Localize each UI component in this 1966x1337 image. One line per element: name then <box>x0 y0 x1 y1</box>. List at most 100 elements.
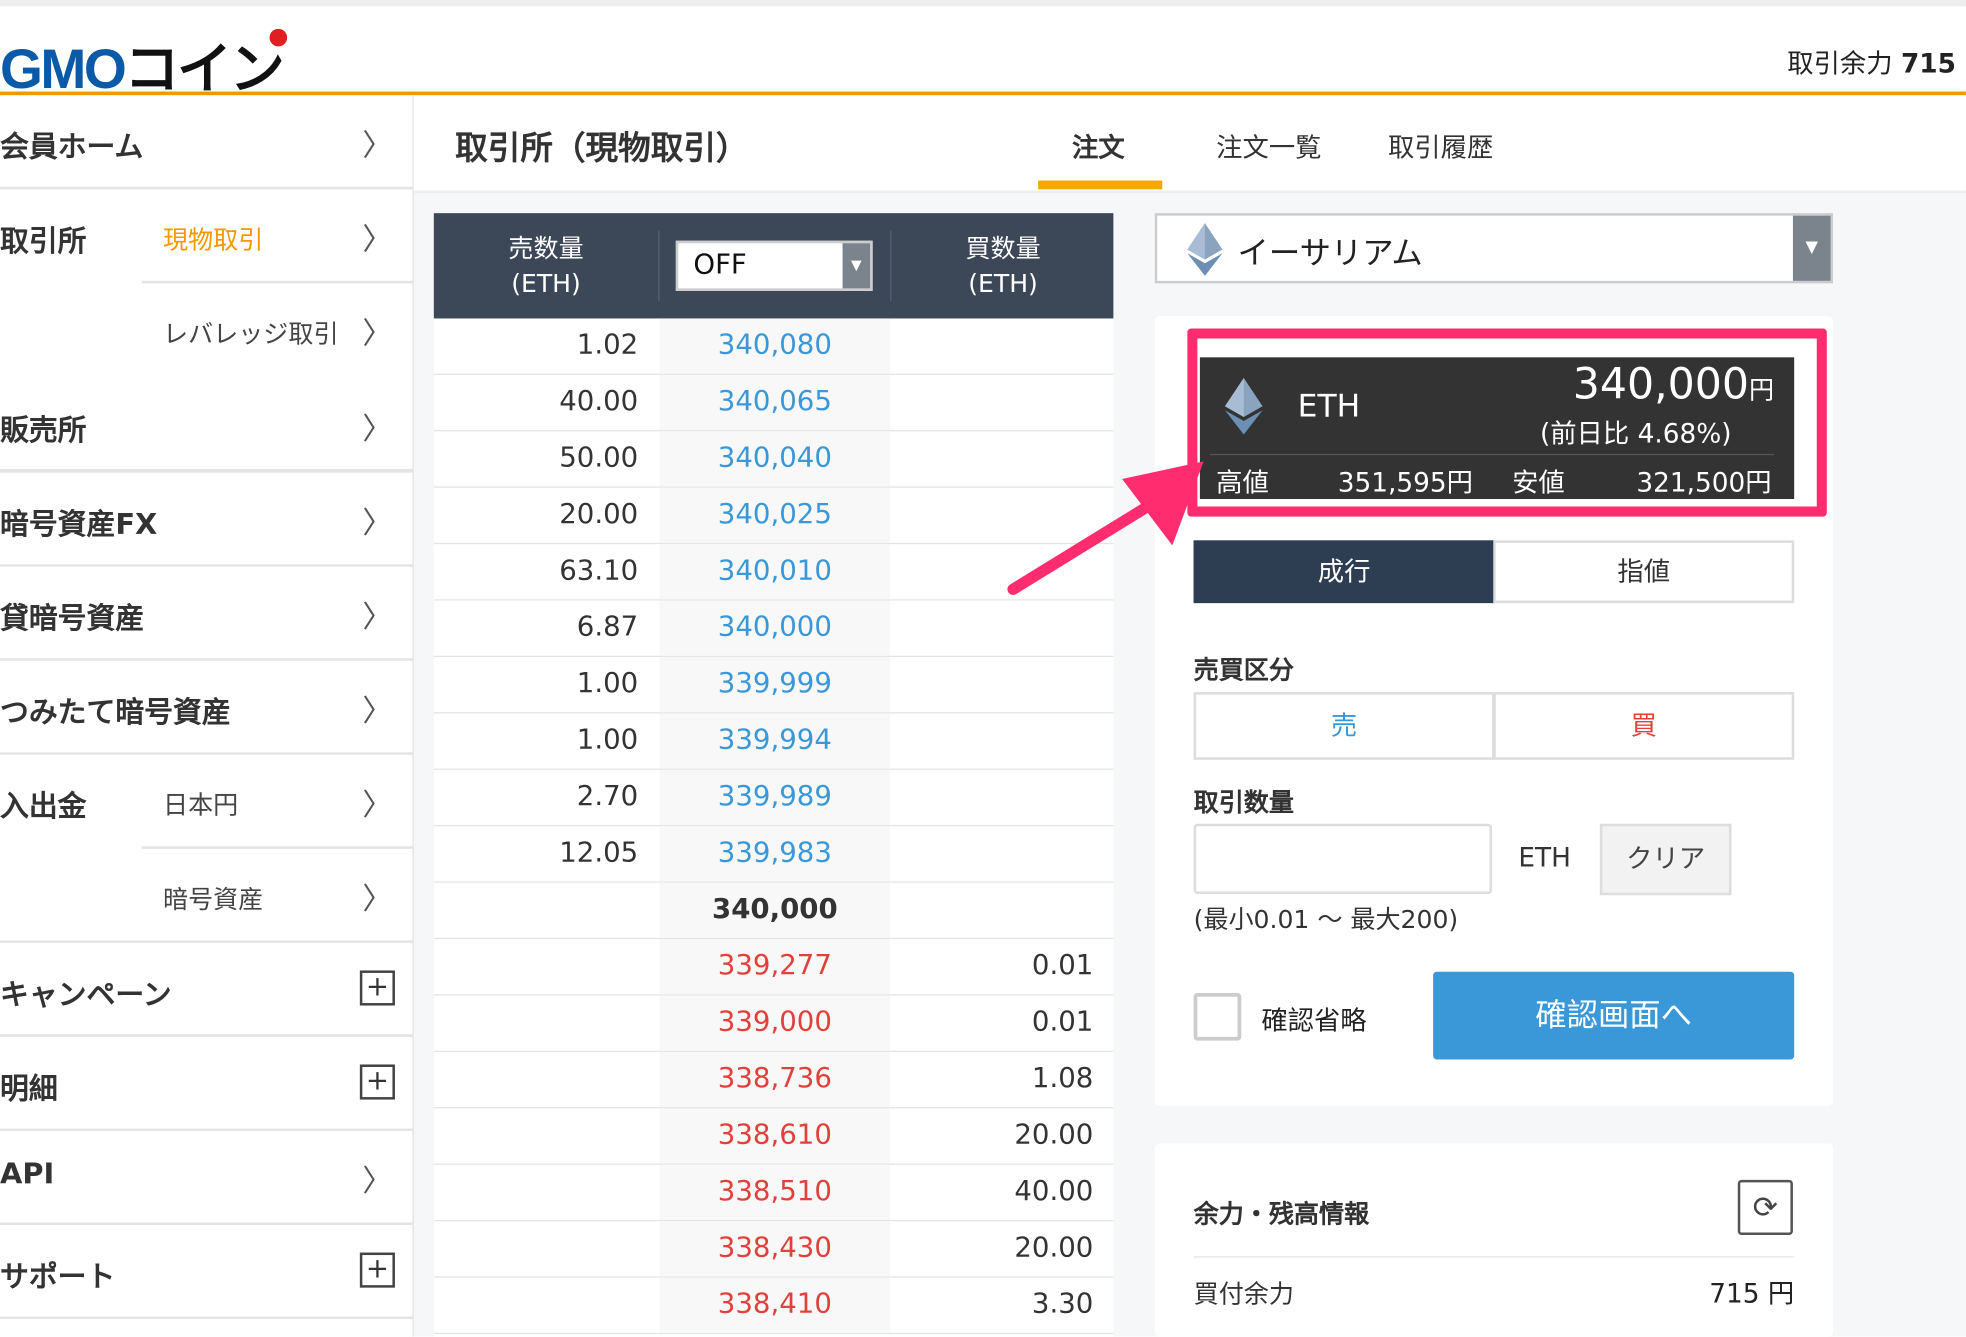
ask-row[interactable]: 12.05 339,983 <box>433 826 1114 883</box>
sidebar-item-campaign[interactable]: キャンペーン + <box>0 943 413 1037</box>
sidebar-item-tsumitate[interactable]: つみたて暗号資産 〉 <box>0 661 413 755</box>
ask-quantity: 2.70 <box>576 781 639 813</box>
ask-row[interactable]: 6.87 340,000 <box>433 600 1114 657</box>
bid-quantity: 0.01 <box>1031 950 1094 982</box>
header-text: 買数量 <box>965 233 1041 264</box>
header-text: 売数量 <box>508 233 584 264</box>
bid-row[interactable]: 339,277 0.01 <box>433 939 1114 996</box>
ask-price[interactable]: 339,999 <box>659 656 891 713</box>
active-tab-indicator <box>1038 180 1163 190</box>
bid-price[interactable]: 338,510 <box>659 1164 891 1220</box>
price-grouping-select[interactable]: OFF ▼ <box>675 240 873 291</box>
logo-dot <box>269 28 288 47</box>
ask-row[interactable]: 1.02 340,080 <box>433 318 1114 375</box>
bid-row[interactable]: 338,430 20.00 <box>433 1221 1114 1278</box>
header-unit: (ETH) <box>511 268 581 299</box>
sidebar-sub-crypto[interactable]: 暗号資産 〉 <box>142 849 413 943</box>
bid-price[interactable]: 339,277 <box>659 939 891 995</box>
bid-row[interactable]: 338,410 3.30 <box>433 1277 1114 1335</box>
sell-button[interactable]: 売 <box>1193 692 1495 760</box>
ask-price[interactable]: 339,983 <box>659 826 891 882</box>
ask-price[interactable]: 340,000 <box>659 600 891 656</box>
sidebar-label: 暗号資産FX <box>0 509 158 542</box>
ask-row[interactable]: 50.00 340,040 <box>433 431 1114 488</box>
sidebar-sub-label: レバレッジ取引 <box>162 318 339 349</box>
sidebar-item-statement[interactable]: 明細 + <box>0 1037 413 1131</box>
ask-quantity: 50.00 <box>559 442 639 474</box>
sidebar-sub-spot[interactable]: 現物取引 〉 <box>141 189 413 284</box>
ask-quantity: 40.00 <box>559 386 639 418</box>
order-book: 売数量 (ETH) 買数量 (ETH) OFF ▼ 1.02 340,080 40.00 3… <box>433 213 1114 1337</box>
plus-icon[interactable]: + <box>359 1064 395 1100</box>
skip-confirm-checkbox[interactable] <box>1193 993 1242 1041</box>
chevron-right-icon: 〉 <box>362 881 393 917</box>
ask-price[interactable]: 340,010 <box>659 544 891 600</box>
ask-row[interactable]: 1.00 339,994 <box>433 713 1114 770</box>
ask-price[interactable]: 339,989 <box>659 769 891 826</box>
ethereum-icon <box>1187 223 1223 276</box>
bid-quantity: 20.00 <box>1014 1232 1094 1264</box>
coin-name: イーサリアム <box>1237 234 1423 271</box>
bid-price[interactable]: 338,430 <box>659 1221 891 1277</box>
sidebar-item-sales[interactable]: 販売所 〉 <box>0 379 413 473</box>
ask-price[interactable]: 340,080 <box>659 318 891 374</box>
ask-price[interactable]: 339,994 <box>659 713 891 769</box>
ask-row[interactable]: 1.00 339,999 <box>433 656 1114 714</box>
ask-row[interactable]: 20.00 340,025 <box>433 487 1114 545</box>
logo-kana: コイン <box>124 38 284 101</box>
chevron-right-icon: 〉 <box>362 693 393 729</box>
plus-icon[interactable]: + <box>359 1252 395 1288</box>
bid-row[interactable]: 338,736 1.08 <box>433 1051 1114 1109</box>
chevron-right-icon: 〉 <box>362 505 393 541</box>
balance-title: 余力・残高情報 <box>1193 1198 1370 1229</box>
ask-row[interactable]: 63.10 340,010 <box>433 544 1114 601</box>
quantity-input[interactable] <box>1193 823 1493 894</box>
bid-row[interactable]: 338,610 20.00 <box>433 1108 1114 1165</box>
bid-price[interactable]: 339,000 <box>659 995 891 1051</box>
bid-row[interactable]: 339,000 0.01 <box>433 995 1114 1052</box>
divider <box>1193 1256 1795 1258</box>
refresh-icon[interactable]: ⟳ <box>1737 1179 1793 1235</box>
bid-quantity: 20.00 <box>1014 1119 1094 1151</box>
bid-price[interactable]: 338,410 <box>659 1277 891 1333</box>
low-label: 安値 <box>1512 467 1565 498</box>
ask-quantity: 63.10 <box>559 555 639 587</box>
plus-icon[interactable]: + <box>359 970 395 1006</box>
market-order-tab[interactable]: 成行 <box>1193 540 1495 604</box>
sidebar-item-exchange: 取引所 <box>0 189 413 472</box>
tab-trade-history[interactable]: 取引履歴 <box>1387 132 1494 163</box>
page-title: 取引所（現物取引） <box>455 130 749 169</box>
sidebar-item-api[interactable]: API 〉 <box>0 1131 413 1225</box>
page-header: 取引所（現物取引） 注文 注文一覧 取引履歴 <box>413 95 1966 194</box>
sidebar-label: API <box>0 1158 55 1192</box>
ask-row[interactable]: 2.70 339,989 <box>433 769 1114 827</box>
ask-price[interactable]: 340,040 <box>659 431 891 487</box>
clear-button[interactable]: クリア <box>1599 823 1732 896</box>
sidebar-sub-jpy[interactable]: 日本円 〉 <box>141 755 413 849</box>
limit-order-tab[interactable]: 指値 <box>1493 540 1795 604</box>
bid-row[interactable]: 338,510 40.00 <box>433 1164 1114 1222</box>
top-bar: GMOコイン 取引余力 715 <box>0 0 1966 100</box>
buying-power-label: 買付余力 <box>1193 1278 1294 1309</box>
gmo-coin-logo[interactable]: GMOコイン <box>0 24 288 104</box>
tab-order-list[interactable]: 注文一覧 <box>1216 132 1322 163</box>
bid-price[interactable]: 338,610 <box>659 1108 891 1164</box>
buy-button[interactable]: 買 <box>1493 692 1795 760</box>
sidebar-item-lending[interactable]: 貸暗号資産 〉 <box>0 567 413 661</box>
sidebar-sub-leverage[interactable]: レバレッジ取引〉 <box>142 283 413 377</box>
tab-order[interactable]: 注文 <box>1071 132 1125 163</box>
sidebar-item-fx[interactable]: 暗号資産FX 〉 <box>0 473 413 567</box>
logo-latin: GMO <box>0 38 127 101</box>
ask-price[interactable]: 340,065 <box>659 374 891 431</box>
ask-price[interactable]: 340,025 <box>659 487 891 543</box>
sidebar-label: 入出金 <box>0 791 87 824</box>
sidebar-item-support[interactable]: サポート + <box>0 1225 413 1319</box>
confirm-screen-button[interactable]: 確認画面へ <box>1433 971 1795 1060</box>
bid-price[interactable]: 338,736 <box>659 1051 891 1108</box>
ticker-symbol: ETH <box>1297 387 1361 424</box>
ask-row[interactable]: 40.00 340,065 <box>433 374 1114 432</box>
bid-quantity: 40.00 <box>1014 1176 1094 1208</box>
chevron-right-icon: 〉 <box>362 599 393 635</box>
sidebar-item-home[interactable]: 会員ホーム 〉 <box>0 95 413 190</box>
coin-select[interactable]: イーサリアム ▼ <box>1154 213 1834 284</box>
